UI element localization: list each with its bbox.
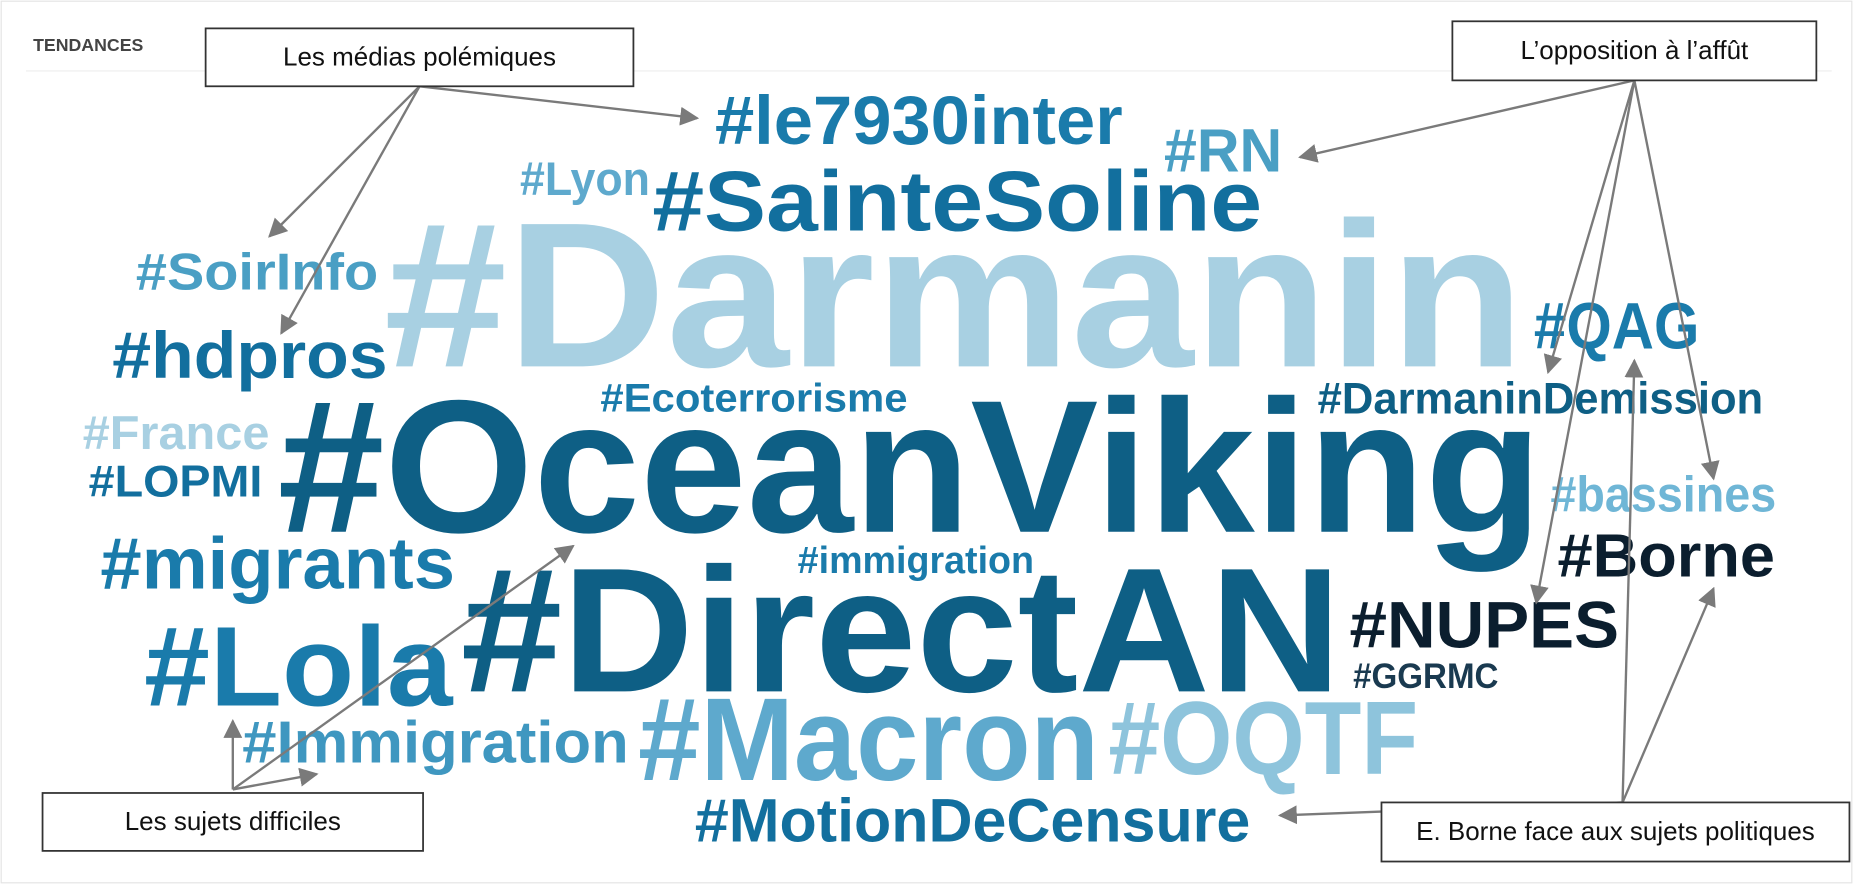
hashtag: #DarmaninDemission [1318,373,1764,424]
arrow [1543,80,1636,375]
arrow [232,767,319,791]
arrow [1621,586,1716,803]
annotations: Les médias polémiques L’opposition à l’af… [41,20,1851,863]
annotation-label: Les sujets difficiles [125,806,341,836]
hashtag: #Immigration [242,709,628,775]
hashtag: #hdpros [112,319,387,393]
hashtag: #France [83,407,270,460]
hashtag: #RN [1164,116,1282,185]
annotation-box [1451,20,1818,82]
annotation-box [1380,801,1851,863]
word-cloud: #le7930inter #RN#Lyon #SainteSoline#Darman… [83,82,1776,855]
panel-title: TENDANCES [33,35,143,55]
hashtag: #DirectAN [461,531,1341,729]
annotation-box [41,792,424,852]
hashtag: #bassines [1550,467,1776,523]
hashtag: #OceanViking [278,362,1542,573]
annotation-box [204,27,635,88]
hashtag: #immigration [798,540,1034,582]
arrow [280,85,421,335]
annotation-label: L’opposition à l’affût [1520,35,1749,65]
hashtag: #Borne [1558,522,1775,591]
hashtag: #SainteSoline [652,154,1262,249]
hashtag: #le7930inter [715,82,1123,159]
hashtag: #OQTF [1108,681,1418,797]
arrow [1621,358,1644,803]
hashtag: #Darmanin [384,179,1524,410]
annotation-label: E. Borne face aux sujets politiques [1416,816,1815,846]
annotation-label: Les médias polémiques [283,41,556,71]
hashtag: #migrants [100,523,455,605]
hashtag: #QAG [1534,290,1699,364]
arrow [1530,80,1636,605]
hashtag: #GGRMC [1353,656,1498,696]
arrow [1633,80,1720,481]
hashtag: #SoirInfo [136,244,378,302]
hashtag: #MotionDeCensure [695,786,1250,855]
arrow [419,85,700,126]
hashtag: #Macron [638,674,1099,806]
hashtag: #LOPMI [89,455,263,506]
hashtag: #NUPES [1350,589,1619,663]
hashtag: #Lyon [520,153,650,206]
arrow [232,544,575,791]
arrow [1298,79,1635,163]
arrow [268,85,421,238]
hashtag: #Ecoterrorisme [600,375,907,420]
